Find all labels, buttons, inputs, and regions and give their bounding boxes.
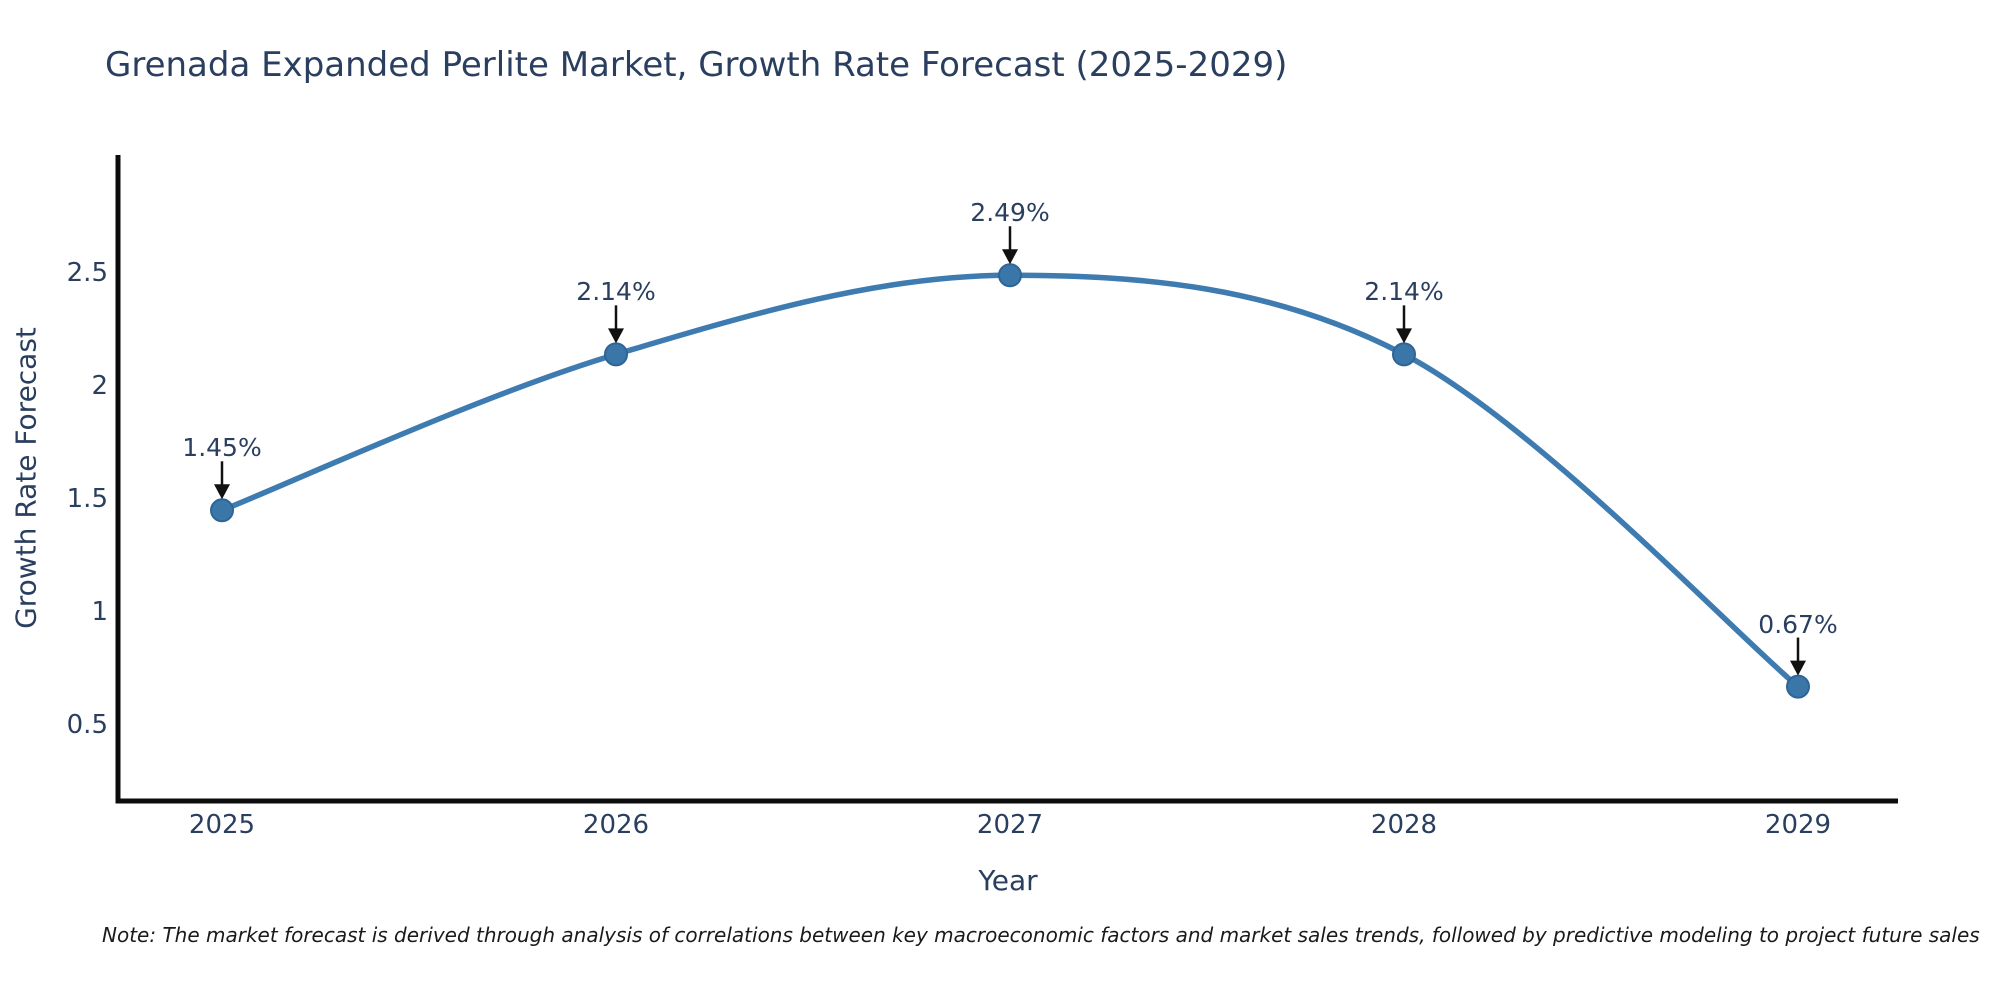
data-point-2027[interactable] <box>998 263 1022 288</box>
point-label-2029: 0.67% <box>1758 609 1838 639</box>
annotation-arrowhead-icon <box>214 484 230 500</box>
annotation-arrowhead-icon <box>1790 660 1806 676</box>
annotation-arrowhead-icon <box>608 328 624 344</box>
footnote: Note: The market forecast is derived thr… <box>102 923 1980 947</box>
x-tick-label-2025: 2025 <box>188 810 256 840</box>
axes-lines <box>115 155 1898 804</box>
annotation-arrowhead-icon <box>1396 328 1412 344</box>
chart-title: Grenada Expanded Perlite Market, Growth … <box>105 45 1288 85</box>
x-tick-label-2029: 2029 <box>1764 810 1832 840</box>
x-axis-title: Year <box>978 864 1038 897</box>
x-tick-label-2026: 2026 <box>582 810 650 840</box>
point-label-2026: 2.14% <box>576 277 656 307</box>
point-label-2028: 2.14% <box>1364 277 1444 307</box>
x-tick-label-2028: 2028 <box>1370 810 1438 840</box>
point-label-2027: 2.49% <box>970 198 1050 228</box>
data-point-2025[interactable] <box>210 498 234 523</box>
y-tick-label-2.5: 2.5 <box>66 258 108 288</box>
point-label-2025: 1.45% <box>182 433 262 463</box>
data-point-2029[interactable] <box>1786 674 1810 699</box>
annotation-arrowhead-icon <box>1002 249 1018 265</box>
data-point-2026[interactable] <box>604 342 628 367</box>
data-point-2028[interactable] <box>1392 342 1416 367</box>
y-tick-label-1: 1 <box>91 597 108 627</box>
y-tick-label-1.5: 1.5 <box>66 484 108 514</box>
x-tick-label-2027: 2027 <box>976 810 1044 840</box>
y-tick-label-0.5: 0.5 <box>66 710 108 740</box>
y-tick-label-2: 2 <box>91 371 108 401</box>
forecast-line <box>219 272 1801 690</box>
